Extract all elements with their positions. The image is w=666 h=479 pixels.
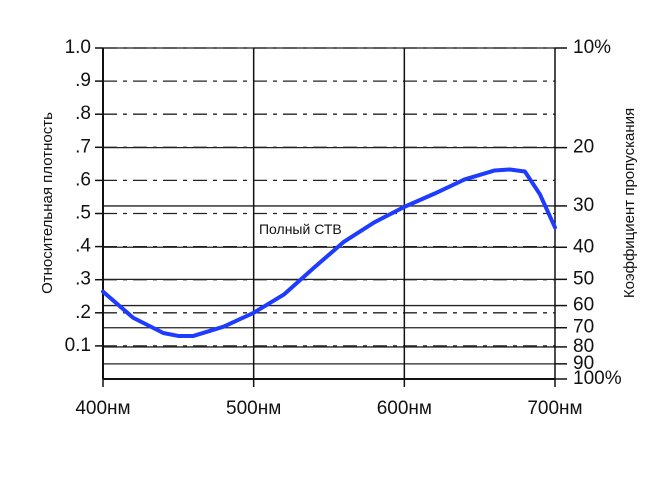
y-tick-label: 0.1 (65, 335, 91, 356)
y2-tick-label: 10% (573, 37, 611, 58)
y2-tick-label: 60 (573, 295, 594, 316)
annotation: Полный СТВ (259, 221, 342, 237)
data-line (101, 167, 557, 338)
y-tick-label: .7 (75, 136, 91, 157)
y-tick-label: .3 (75, 269, 91, 290)
y2-tick-label: 90 (573, 353, 594, 374)
x-tick-label: 500нм (226, 398, 281, 419)
y2-axis-label: Коэффициент пропускания (621, 108, 638, 298)
y-tick-label: .5 (75, 203, 91, 224)
y-tick-label: .6 (75, 169, 91, 190)
y2-tick-label: 70 (573, 317, 594, 338)
x-tick-label: 600нм (377, 398, 432, 419)
y2-tick-label: 50 (573, 268, 594, 289)
y2-tick-label: 80 (573, 336, 594, 357)
y2-tick-label: 100% (573, 368, 622, 389)
y-tick-label: .4 (75, 236, 91, 257)
y2-tick-label: 30 (573, 195, 594, 216)
x-tick-label: 400нм (75, 398, 130, 419)
y-tick-label: .9 (75, 70, 91, 91)
y2-tick-label: 40 (573, 236, 594, 257)
y-tick-label: .8 (75, 103, 91, 124)
y-tick-label: .2 (75, 302, 91, 323)
y-tick-label: 1.0 (65, 37, 91, 58)
y-axis-label: Относительная плотность (39, 112, 56, 294)
y2-tick-label: 20 (573, 137, 594, 158)
x-tick-label: 700нм (527, 398, 582, 419)
